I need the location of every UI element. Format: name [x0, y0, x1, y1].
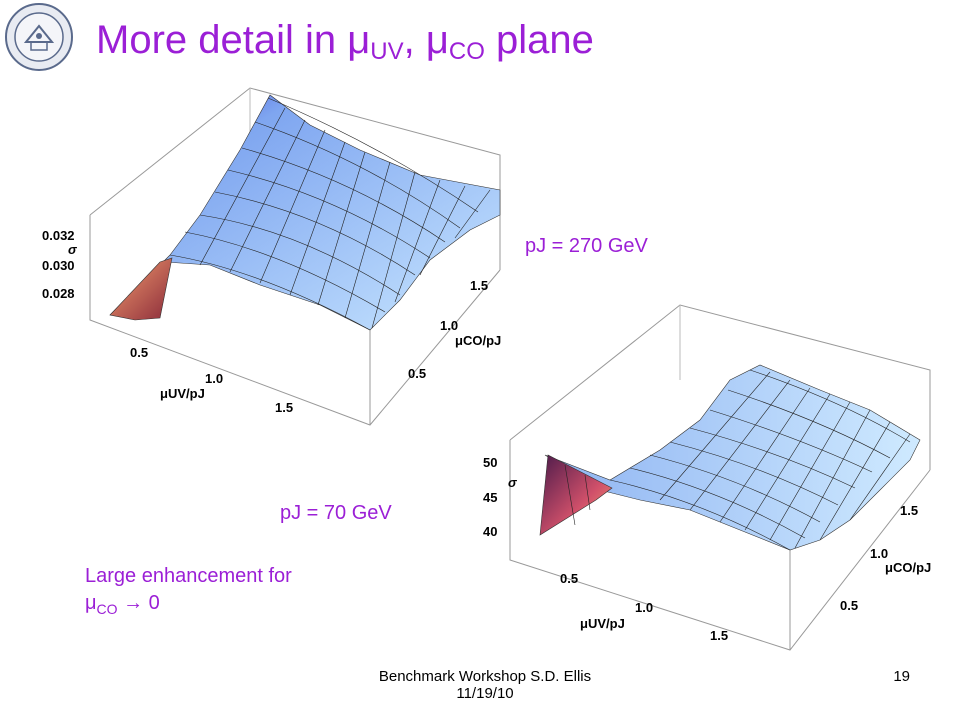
svg-text:1.5: 1.5	[470, 278, 488, 293]
footer: Benchmark Workshop S.D. Ellis 11/19/10	[330, 668, 640, 702]
footer-line1: Benchmark Workshop S.D. Ellis	[378, 668, 592, 685]
svg-text:1.0: 1.0	[440, 318, 458, 333]
svg-text:0.032: 0.032	[42, 228, 75, 243]
university-seal-logo	[5, 3, 73, 71]
page-number: 19	[893, 668, 910, 685]
svg-text:1.0: 1.0	[635, 600, 653, 615]
label-pj-270: pJ = 270 GeV	[525, 235, 648, 257]
svg-text:1.5: 1.5	[710, 628, 728, 643]
svg-text:μCO/pJ: μCO/pJ	[455, 333, 501, 348]
footer-line2: 11/19/10	[456, 685, 514, 702]
svg-text:0.5: 0.5	[840, 598, 858, 613]
svg-text:μUV/pJ: μUV/pJ	[160, 386, 205, 401]
svg-text:0.5: 0.5	[560, 571, 578, 586]
note-line1: Large enhancement for	[85, 565, 292, 587]
note-line2: μCO → 0	[85, 592, 160, 617]
svg-text:0.028: 0.028	[42, 286, 75, 301]
svg-text:1.0: 1.0	[205, 371, 223, 386]
svg-text:μUV/pJ: μUV/pJ	[580, 616, 625, 631]
svg-text:0.5: 0.5	[130, 345, 148, 360]
svg-text:50: 50	[483, 455, 497, 470]
svg-text:μCO/pJ: μCO/pJ	[885, 560, 931, 575]
svg-text:σ: σ	[68, 242, 78, 257]
svg-text:0.030: 0.030	[42, 258, 75, 273]
svg-text:1.5: 1.5	[275, 400, 293, 415]
svg-text:45: 45	[483, 490, 497, 505]
label-pj-70: pJ = 70 GeV	[280, 502, 392, 524]
svg-text:40: 40	[483, 524, 497, 539]
svg-text:0.5: 0.5	[408, 366, 426, 381]
slide-title: More detail in μUV, μCO plane	[96, 18, 594, 65]
surface-plot-270: 0.032 0.030 0.028 σ 0.5 1.0 1.5 μUV/pJ 1…	[42, 87, 501, 426]
svg-text:σ: σ	[508, 475, 518, 490]
svg-text:1.5: 1.5	[900, 503, 918, 518]
svg-text:1.0: 1.0	[870, 546, 888, 561]
surface-plot-70: 50 45 40 σ 0.5 1.0 1.5 μUV/pJ 1.5 1.0 0.…	[483, 304, 931, 651]
